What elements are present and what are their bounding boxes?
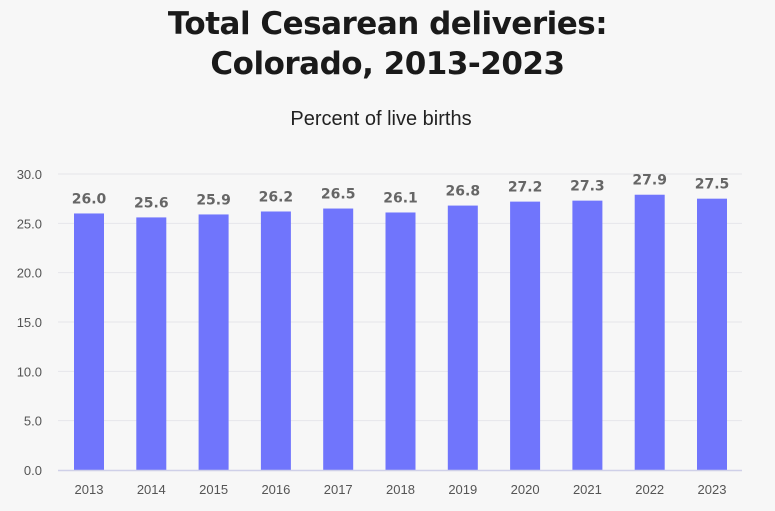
bar: [634, 194, 665, 470]
bar: [136, 217, 167, 470]
x-tick-label: 2016: [261, 482, 290, 497]
data-label: 27.9: [632, 173, 667, 189]
data-label: 26.0: [72, 191, 107, 207]
chart-title-line-1: Total Cesarean deliveries:: [167, 6, 608, 42]
bar: [697, 198, 727, 470]
data-label: 25.6: [134, 195, 169, 211]
bar: [198, 214, 229, 470]
x-tick-label: 2019: [448, 482, 477, 497]
bar: [74, 213, 104, 470]
chart-title: Total Cesarean deliveries: Colorado, 201…: [0, 4, 775, 84]
x-tick-label: 2017: [324, 482, 353, 497]
y-tick-label: 30.0: [17, 167, 42, 182]
chart-title-line-2: Colorado, 2013-2023: [210, 46, 565, 82]
x-tick-label: 2023: [698, 482, 727, 497]
data-label: 26.1: [383, 190, 418, 206]
y-tick-label: 15.0: [17, 315, 42, 330]
x-tick-label: 2022: [635, 482, 664, 497]
data-label: 27.3: [570, 179, 605, 195]
data-label: 26.5: [321, 187, 356, 203]
bar: [510, 201, 541, 471]
bar: [572, 200, 603, 470]
x-tick-label: 2020: [511, 482, 540, 497]
bar: [385, 212, 416, 471]
data-label: 27.5: [695, 177, 730, 193]
data-label: 26.2: [259, 189, 294, 205]
x-tick-label: 2013: [75, 482, 104, 497]
x-tick-label: 2018: [386, 482, 415, 497]
bar: [260, 211, 291, 470]
data-label: 25.9: [196, 192, 231, 208]
y-tick-label: 5.0: [24, 414, 42, 429]
x-tick-label: 2014: [137, 482, 166, 497]
y-tick-label: 10.0: [17, 364, 42, 379]
bar: [447, 205, 478, 470]
x-tick-label: 2015: [199, 482, 228, 497]
y-tick-label: 0.0: [24, 463, 42, 478]
y-tick-label: 25.0: [17, 216, 42, 231]
data-label: 27.2: [508, 180, 543, 196]
chart-subtitle: Percent of live births: [290, 108, 472, 130]
data-label: 26.8: [446, 184, 481, 200]
bar: [323, 208, 354, 471]
x-tick-label: 2021: [573, 482, 602, 497]
y-tick-label: 20.0: [17, 266, 42, 281]
